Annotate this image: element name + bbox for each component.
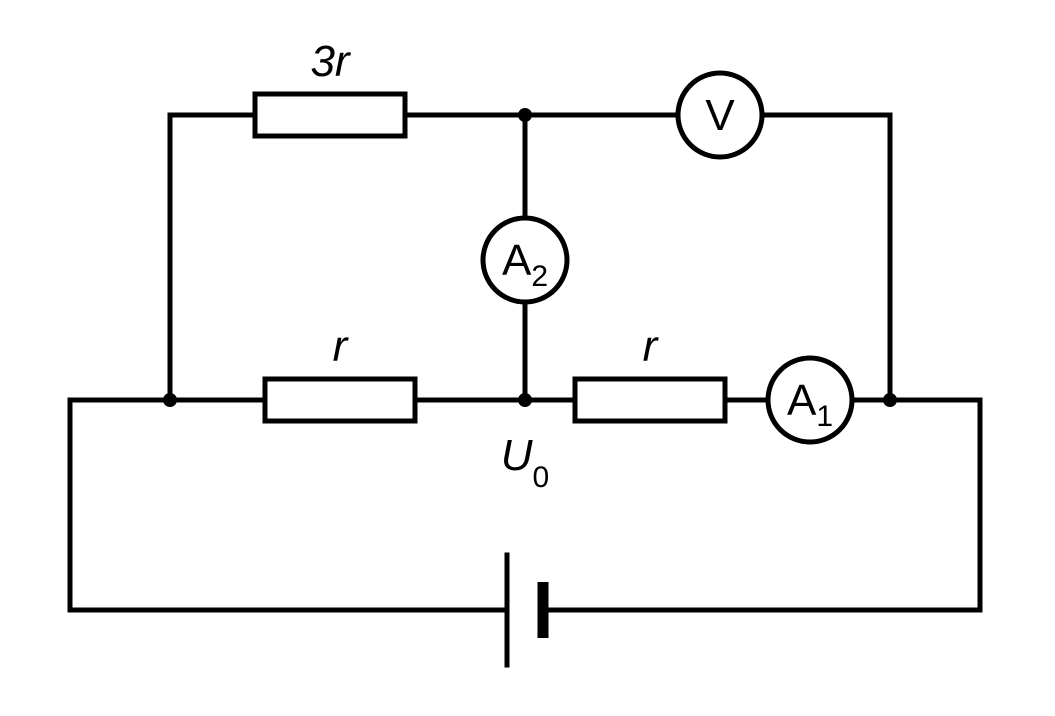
resistor-left-label: r [333,322,350,371]
resistor-3r-label: 3r [310,37,351,86]
resistor-right-label: r [643,322,660,371]
voltmeter: V [678,73,762,157]
source-label: U0 [501,431,549,494]
ammeter-2: A2 [483,218,567,302]
circuit-diagram: V 3r A1 r r A2 U0 [0,0,1055,716]
svg-text:V: V [705,91,735,140]
ammeter-1: A1 [768,358,852,442]
